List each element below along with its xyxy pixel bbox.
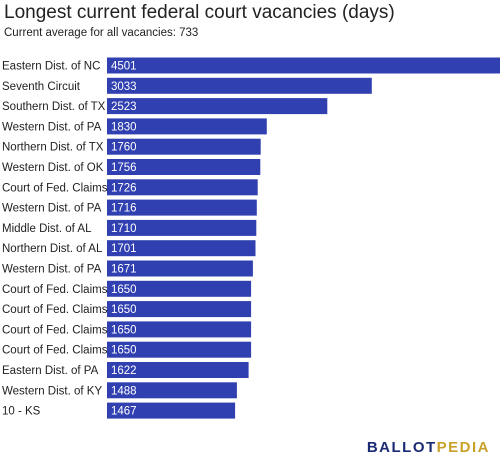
bar	[107, 199, 257, 216]
chart-subtitle: Current average for all vacancies: 733	[4, 27, 199, 39]
bar	[107, 138, 261, 155]
value-label: 1467	[111, 406, 137, 418]
bar	[107, 219, 257, 236]
value-label: 1622	[111, 365, 137, 377]
category-label: Eastern Dist. of PA	[2, 365, 99, 377]
value-label: 4501	[111, 61, 137, 73]
logo-part-ballot: BALLOT	[366, 439, 437, 456]
category-label: Western Dist. of PA	[2, 121, 102, 133]
value-label: 1701	[111, 243, 137, 255]
bar	[107, 382, 237, 399]
bar	[107, 159, 261, 175]
category-label: Northern Dist. of AL	[2, 243, 103, 255]
bar	[107, 402, 236, 419]
value-label: 1726	[111, 182, 137, 194]
value-label: 1650	[111, 345, 137, 357]
value-label: 2523	[111, 101, 137, 113]
category-label: Western Dist. of PA	[2, 264, 102, 276]
category-label: Court of Fed. Claims	[2, 182, 108, 194]
value-label: 1710	[111, 223, 137, 235]
bar	[107, 280, 252, 297]
category-label: Western Dist. of KY	[2, 385, 102, 397]
chart-title: Longest current federal court vacancies …	[4, 2, 395, 23]
bar	[107, 321, 252, 338]
value-label: 1760	[111, 142, 137, 154]
bar	[107, 240, 256, 257]
category-label: Western Dist. of PA	[2, 203, 102, 215]
category-label: Seventh Circuit	[2, 81, 81, 93]
value-label: 1650	[111, 304, 137, 316]
value-label: 1716	[111, 203, 137, 215]
value-label: 1756	[111, 162, 137, 174]
value-label: 1671	[111, 264, 137, 276]
bar	[107, 362, 249, 378]
bar	[107, 179, 258, 196]
value-label: 1488	[111, 385, 137, 397]
category-label: Eastern Dist. of NC	[2, 61, 100, 73]
category-label: Court of Fed. Claims	[2, 304, 108, 316]
value-label: 1650	[111, 284, 137, 296]
bar	[107, 98, 328, 115]
category-label: Court of Fed. Claims	[2, 345, 108, 357]
ballotpedia-logo: BALLOTPEDIA	[367, 439, 490, 456]
bar	[107, 301, 252, 318]
value-label: 3033	[111, 81, 137, 93]
bar	[107, 57, 500, 74]
value-label: 1830	[111, 121, 137, 133]
category-label: Southern Dist. of TX	[2, 101, 106, 113]
category-label: Middle Dist. of AL	[2, 223, 92, 235]
category-label: Court of Fed. Claims	[2, 284, 108, 296]
logo-part-pedia: PEDIA	[436, 439, 490, 456]
bar	[107, 118, 267, 135]
bar	[107, 77, 372, 94]
value-label: 1650	[111, 324, 137, 336]
category-label: 10 - KS	[2, 406, 41, 418]
category-label: Court of Fed. Claims	[2, 324, 108, 336]
category-label: Western Dist. of OK	[2, 162, 104, 174]
bar	[107, 260, 253, 277]
bar	[107, 341, 252, 358]
category-label: Northern Dist. of TX	[2, 142, 104, 154]
